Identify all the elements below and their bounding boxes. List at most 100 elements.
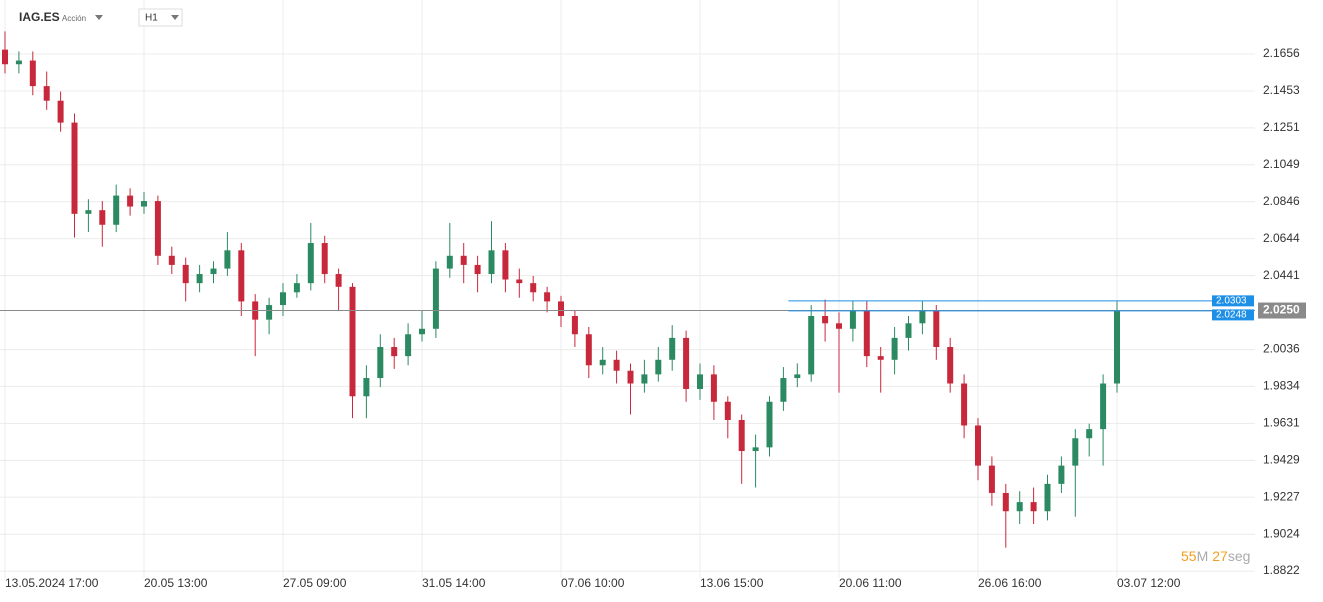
candle-body [196,274,203,284]
candle-body [405,334,412,357]
candle-body [363,378,370,397]
timer-minutes: 55 [1181,548,1197,564]
candle-body [836,323,842,329]
level-label: 2.0248 [1216,310,1247,321]
symbol[interactable]: IAG.ES [19,10,60,24]
level-badge [1212,309,1254,321]
candle-body [891,337,898,360]
grid: 1.8822 1.9024 1.9227 1.9429 1.9631 1.9834 2.00… [0,0,1300,590]
y-tick-label: 2.0441 [1263,268,1300,282]
price-badge [1258,302,1306,319]
y-tick-label: 2.0846 [1263,194,1300,208]
level-badge [1212,295,1254,307]
candle-body [1044,483,1051,512]
candle-body [1058,465,1065,484]
timeframe[interactable]: H1 [145,13,158,24]
y-tick-label: 1.8822 [1263,563,1300,577]
y-tick-label: 1.9631 [1263,416,1300,430]
candle-body [488,250,495,275]
candle-body [127,195,134,207]
candle-body [1114,310,1120,384]
candle-body [822,316,829,324]
y-tick-label: 1.9429 [1263,452,1300,466]
price-label: 2.0250 [1263,303,1300,317]
candle-body [738,419,745,452]
y-tick-label: 1.9834 [1263,379,1300,393]
y-tick-label: 2.1049 [1263,157,1300,171]
candle-body [780,378,787,402]
candle-body [808,316,815,375]
candle-body [419,328,425,335]
candle-body [474,264,481,275]
x-tick-label: 27.05 09:00 [283,576,347,590]
candle-body [182,264,189,284]
candle-body [669,337,676,360]
candle-body [391,347,398,357]
x-tick-label: 13.05.2024 17:00 [5,576,99,590]
candle-body [2,49,8,65]
candle-body [988,465,995,493]
candle-body [113,195,120,225]
candle-body [558,301,564,317]
candle-body [85,210,92,214]
overlay: 2.0303 2.0248 2.0250 [0,295,1306,321]
candle-body [516,279,523,284]
candle-body [627,370,634,384]
candle-body [168,255,175,265]
y-tick-label: 1.9227 [1263,489,1300,503]
candle-body [947,347,954,384]
candle-body [266,305,273,320]
dropdown-arrow[interactable] [171,15,179,20]
candle-body [919,310,926,324]
candle-body [933,310,940,348]
candle-body [307,243,314,284]
candle-body [849,310,856,329]
candle-body [613,359,620,371]
x-tick-label: 31.05 14:00 [422,576,486,590]
candle-body [293,283,300,293]
dropdown-arrow[interactable] [95,15,103,20]
candle-body [585,334,592,366]
y-tick-label: 2.1453 [1263,83,1300,97]
y-tick-label: 1.9024 [1263,526,1300,540]
x-tick-label: 26.06 16:00 [978,576,1042,590]
candle-body [1086,429,1093,439]
candle-body [502,250,509,280]
timer-minutes-unit: M [1197,548,1209,564]
timer-seconds: 27 [1212,548,1228,564]
y-tick-label: 2.1251 [1263,120,1300,134]
candle-body [432,268,439,329]
candle-body [599,359,606,366]
candle-body [877,356,884,360]
x-tick-label: 03.07 12:00 [1117,576,1181,590]
candle-body [655,359,662,375]
candle-body [321,243,328,275]
x-tick-label: 20.05 13:00 [144,576,208,590]
y-tick-label: 2.0644 [1263,231,1300,245]
candle-body [683,337,690,389]
candle-body [238,250,245,302]
x-tick-label: 20.06 11:00 [839,576,902,590]
candle-body [224,250,231,269]
candle-body [43,86,50,101]
candle-body [1002,492,1009,512]
candle-body [544,292,551,302]
candle-body [446,255,453,269]
candle-body [141,201,147,207]
candle-body [571,316,578,335]
candle-body [1016,502,1023,512]
candle-body [1100,383,1107,430]
candle-body [99,210,106,225]
candle-body [752,447,759,452]
candle-body [280,292,286,306]
candle-body [975,425,981,466]
candle-body [905,323,912,338]
timeframe-select[interactable] [138,8,183,27]
y-tick-label: 2.0036 [1263,342,1300,356]
candle-body [863,310,870,357]
candle-body [71,122,78,214]
candle-body [349,286,356,397]
candle-body [724,401,731,420]
timer-seconds-unit: seg [1228,548,1251,564]
